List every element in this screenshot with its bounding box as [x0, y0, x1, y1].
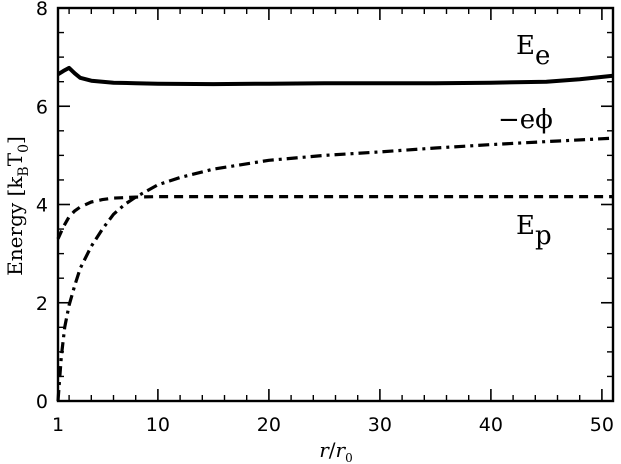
series-line-ee — [56, 65, 614, 87]
x-tick-label: 10 — [146, 414, 170, 436]
x-tick-label: 30 — [368, 414, 392, 436]
plot-frame — [56, 6, 615, 403]
series-label-ep: Ep — [516, 211, 552, 251]
series-group — [56, 65, 614, 402]
y-tick-label: 0 — [36, 391, 48, 413]
y-tick-label: 8 — [36, 0, 48, 20]
series-line-ep — [56, 195, 613, 240]
y-tick-label: 2 — [36, 293, 48, 315]
series-label-ee: Ee — [516, 31, 550, 71]
x-tick-label: 20 — [257, 414, 281, 436]
y-axis-title: Energy [kBT0] — [3, 136, 32, 276]
x-tick-label: 50 — [590, 414, 614, 436]
x-tick-label: 1 — [52, 414, 64, 436]
series-line-phi — [56, 136, 614, 402]
x-axis-title: r/r0 — [319, 438, 353, 464]
axis-ticks: 1 10 20 30 40 50 0 2 4 6 8 — [36, 0, 614, 436]
x-tick-label: 40 — [479, 414, 503, 436]
y-tick-label: 4 — [36, 195, 48, 217]
series-label-phi: −eϕ — [498, 105, 553, 135]
y-tick-label: 6 — [36, 96, 48, 118]
